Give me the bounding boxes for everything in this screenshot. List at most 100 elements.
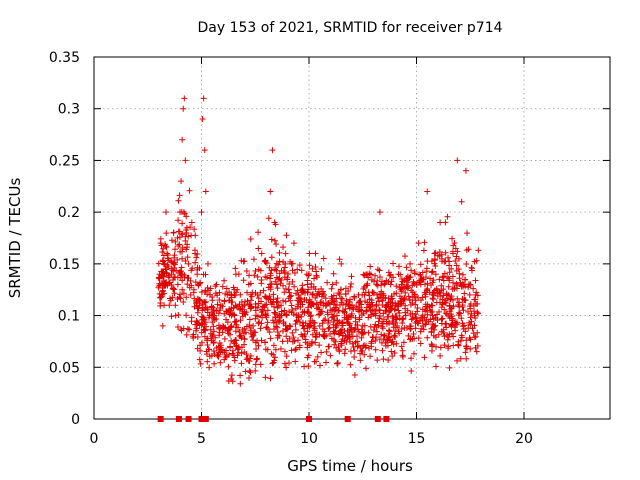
data-point (199, 116, 206, 123)
data-point (293, 345, 300, 352)
data-point (309, 291, 316, 298)
data-point (379, 323, 386, 330)
data-point (201, 147, 208, 154)
data-point (452, 320, 459, 327)
data-point (246, 358, 253, 365)
data-point (465, 325, 472, 332)
data-point (338, 286, 345, 293)
data-point (252, 307, 259, 314)
data-point (421, 239, 428, 246)
data-point (195, 305, 202, 312)
data-point (348, 326, 355, 333)
data-point (378, 278, 385, 285)
data-point (334, 320, 341, 327)
data-point (280, 282, 287, 289)
data-point (168, 237, 175, 244)
data-point (277, 313, 284, 320)
data-point (283, 333, 290, 340)
data-point (267, 272, 274, 279)
data-point (301, 296, 308, 303)
data-point (244, 289, 251, 296)
data-point (170, 260, 177, 267)
data-point (263, 324, 270, 331)
data-point (203, 351, 210, 358)
data-point (445, 291, 452, 298)
data-point (338, 340, 345, 347)
data-point (413, 315, 420, 322)
data-point (442, 249, 449, 256)
data-point (454, 295, 461, 302)
data-point (185, 260, 192, 267)
data-point (252, 300, 259, 307)
data-point (330, 318, 337, 325)
data-point (432, 314, 439, 321)
data-point (155, 282, 162, 289)
data-point (399, 353, 406, 360)
data-point (283, 311, 290, 318)
data-point (461, 297, 468, 304)
data-point (452, 245, 459, 252)
data-point (403, 264, 410, 271)
data-point (351, 353, 358, 360)
data-point (433, 299, 440, 306)
data-point (365, 289, 372, 296)
data-point (178, 264, 185, 271)
data-point (164, 250, 171, 257)
data-point (392, 306, 399, 313)
data-point (207, 291, 214, 298)
data-point (204, 341, 211, 348)
data-point (441, 342, 448, 349)
data-point (347, 283, 354, 290)
data-point (316, 342, 323, 349)
data-point (262, 374, 269, 381)
data-point (215, 343, 222, 350)
data-point (159, 322, 166, 329)
data-point (443, 300, 450, 307)
data-point (346, 334, 353, 341)
data-point (184, 254, 191, 261)
data-point (283, 353, 290, 360)
data-point (396, 310, 403, 317)
data-point (410, 331, 417, 338)
data-point (268, 254, 275, 261)
data-point (210, 328, 217, 335)
data-point (334, 360, 341, 367)
data-point (176, 291, 183, 298)
data-point (221, 349, 228, 356)
data-point (161, 281, 168, 288)
data-point (314, 353, 321, 360)
data-point (471, 258, 478, 265)
data-point (267, 188, 274, 195)
data-point (473, 289, 480, 296)
data-point (336, 256, 343, 263)
data-point (246, 316, 253, 323)
data-point (298, 313, 305, 320)
data-point (428, 341, 435, 348)
data-point (373, 334, 380, 341)
data-point (445, 334, 452, 341)
data-point (194, 271, 201, 278)
data-point (246, 302, 253, 309)
chart-title: Day 153 of 2021, SRMTID for receiver p71… (197, 20, 502, 36)
data-point (338, 260, 345, 267)
data-point (286, 289, 293, 296)
data-point (241, 335, 248, 342)
data-point (414, 308, 421, 315)
data-point (291, 283, 298, 290)
data-point (382, 342, 389, 349)
data-point (193, 297, 200, 304)
zero-marker (344, 416, 351, 422)
data-point (184, 241, 191, 248)
data-point (191, 226, 198, 233)
data-point (363, 307, 370, 314)
data-point (356, 316, 363, 323)
data-point (331, 298, 338, 305)
data-point (468, 267, 475, 274)
data-point (196, 356, 203, 363)
data-point (192, 232, 199, 239)
data-point (347, 361, 354, 368)
data-point (399, 347, 406, 354)
data-point (419, 306, 426, 313)
data-point (407, 325, 414, 332)
data-point (410, 278, 417, 285)
